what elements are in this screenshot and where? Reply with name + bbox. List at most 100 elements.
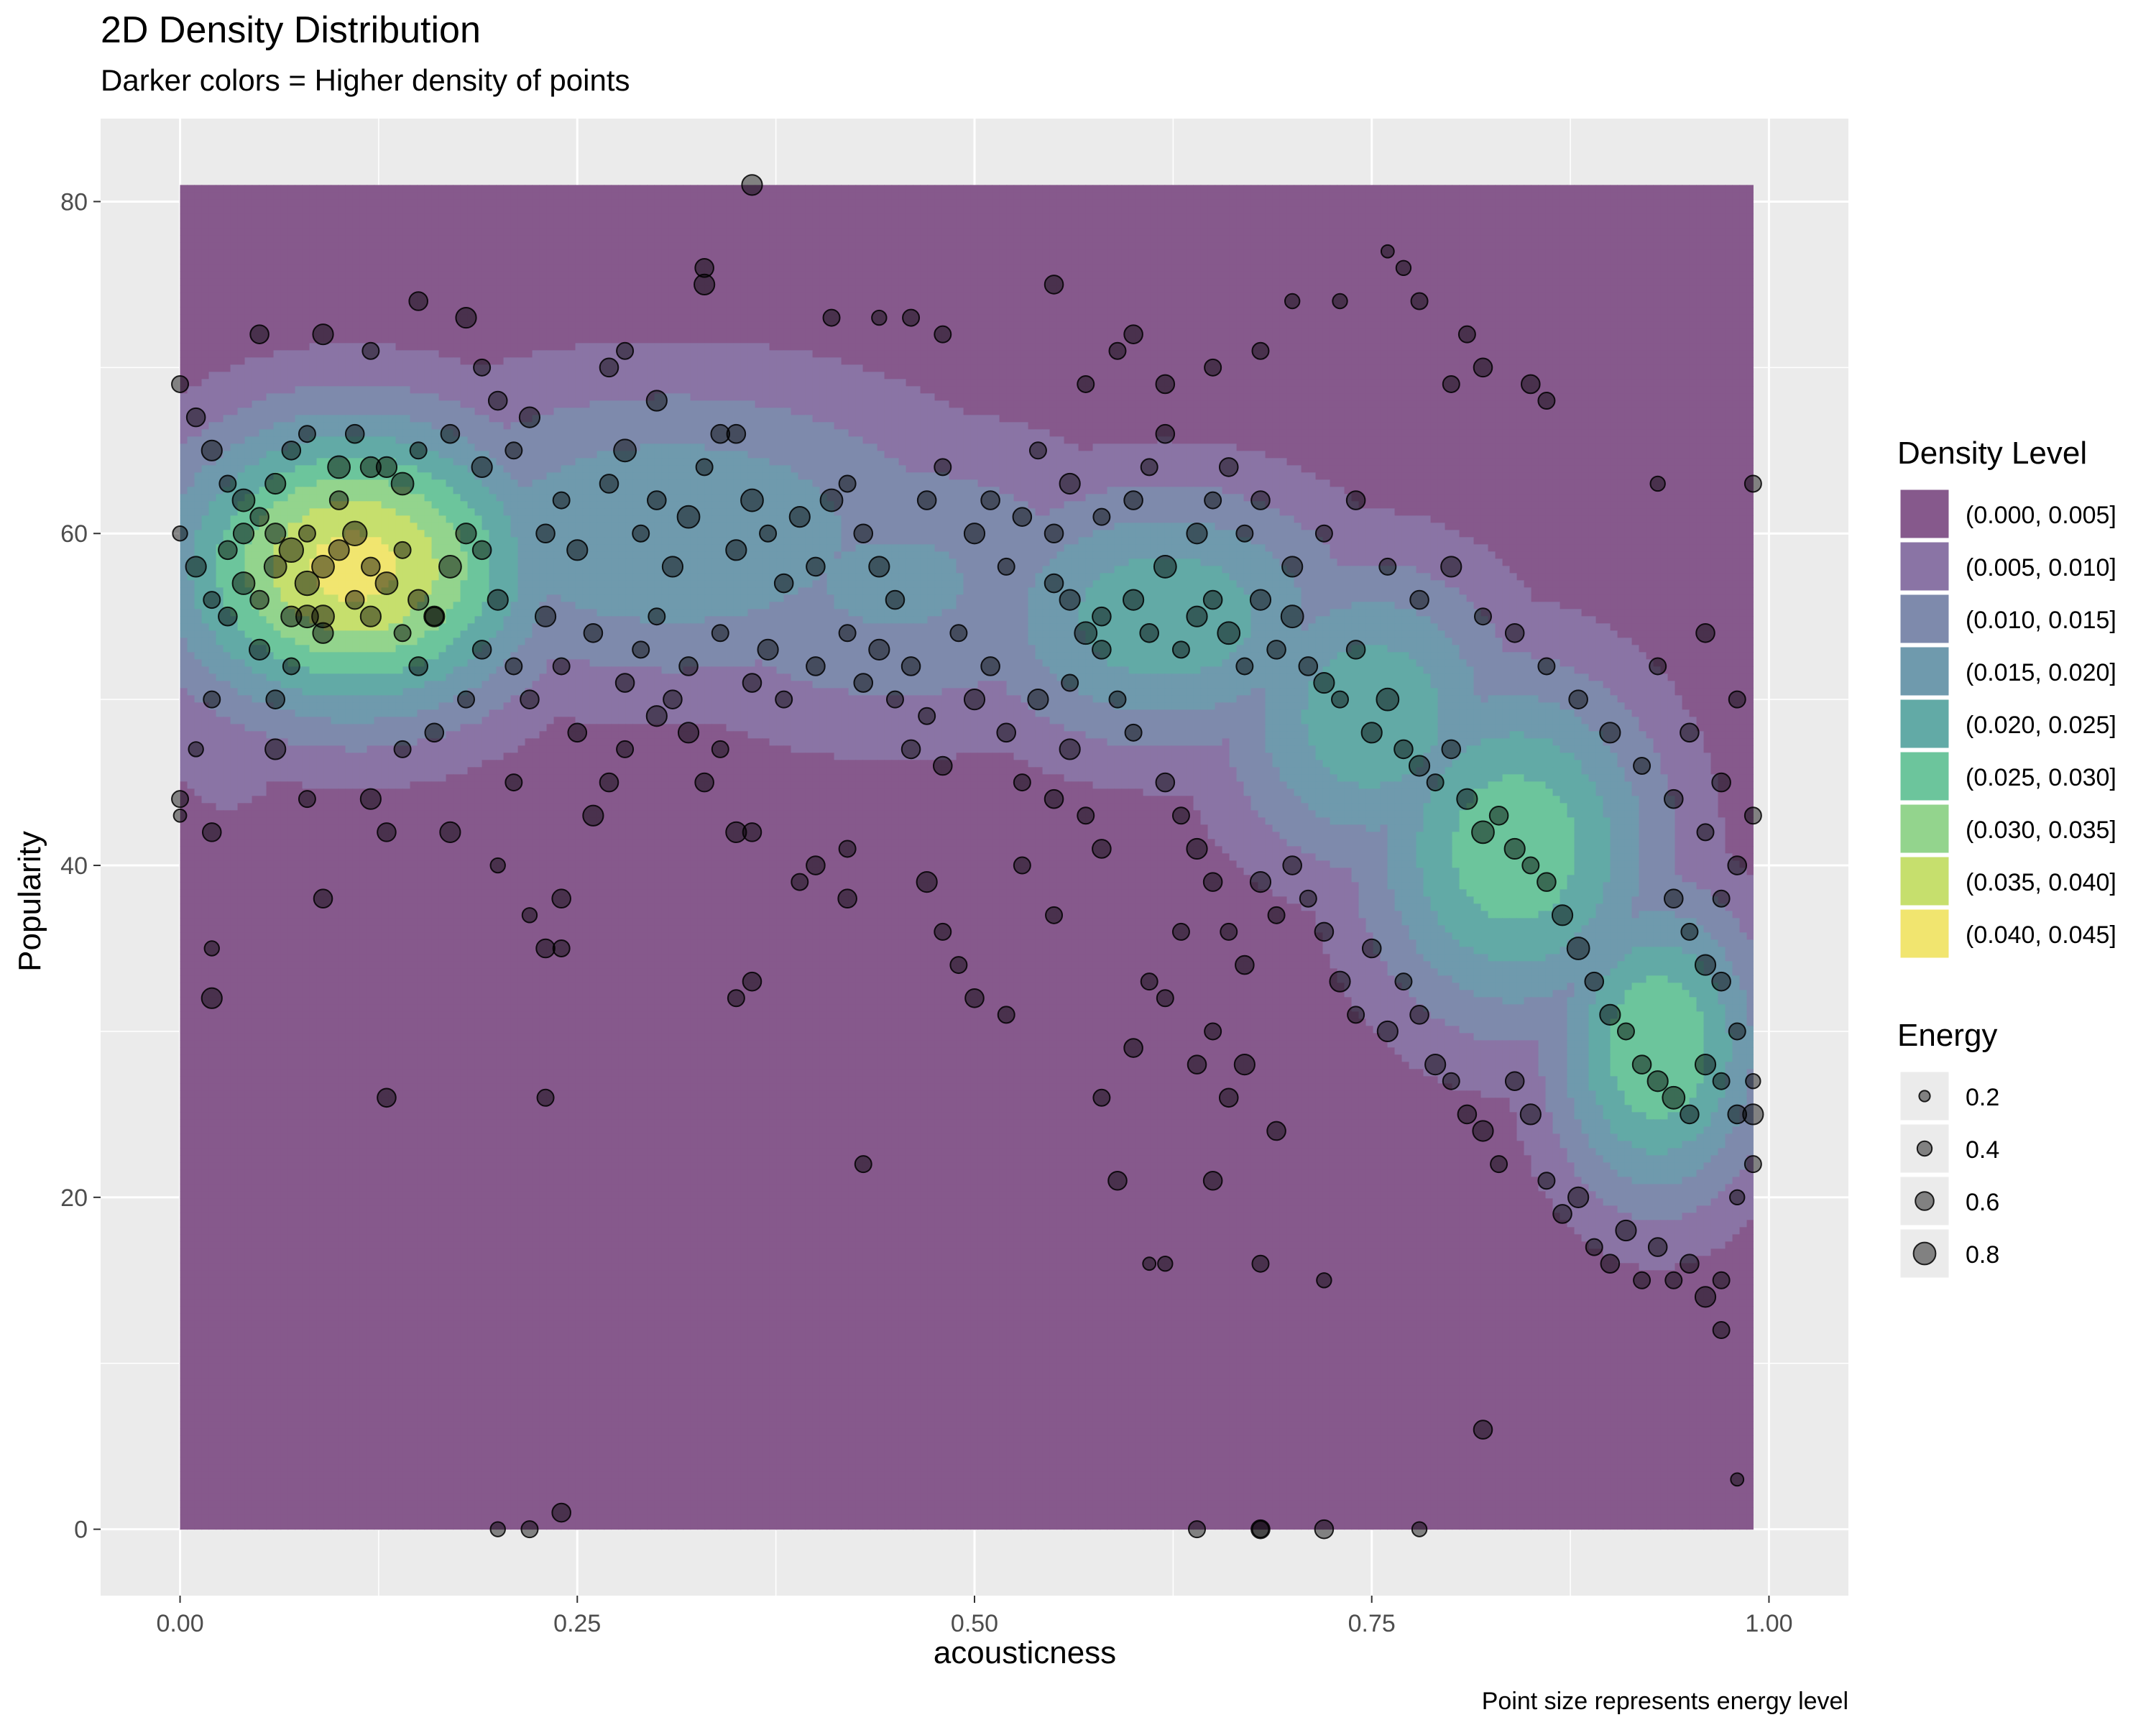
density-cell [1179, 199, 1187, 207]
density-cell [554, 249, 562, 257]
density-cell [1215, 228, 1223, 236]
density-cell [1711, 192, 1719, 200]
density-cell [1100, 199, 1108, 207]
density-cell [1107, 221, 1115, 229]
density-cell [525, 242, 533, 250]
density-cell [1179, 206, 1187, 214]
density-cell [202, 221, 210, 229]
density-cell [1208, 192, 1216, 200]
density-cell [734, 228, 742, 236]
density-cell [612, 285, 619, 293]
density-cell [849, 278, 857, 286]
density-cell [1682, 264, 1690, 272]
density-cell [633, 257, 641, 264]
density-cell [734, 206, 742, 214]
density-cell [238, 213, 246, 221]
density-cell [1100, 206, 1108, 214]
density-cell [1747, 257, 1754, 264]
density-cell [1682, 278, 1690, 286]
density-cell [1431, 228, 1439, 236]
density-cell [180, 235, 188, 243]
density-cell [1316, 199, 1324, 207]
density-cell [1194, 264, 1202, 272]
density-cell [1697, 185, 1705, 193]
density-cell [525, 185, 533, 193]
density-cell [418, 185, 425, 193]
density-cell [1416, 185, 1424, 193]
density-cell [252, 278, 260, 286]
density-cell [425, 221, 433, 229]
density-cell [1337, 242, 1345, 250]
density-cell [698, 206, 706, 214]
density-cell [1194, 221, 1202, 229]
density-cell [396, 185, 404, 193]
density-cell [446, 271, 454, 279]
density-cell [1072, 228, 1079, 236]
density-cell [346, 278, 354, 286]
density-cell [1352, 221, 1360, 229]
density-cell [597, 249, 605, 257]
density-cell [511, 221, 519, 229]
density-cell [784, 192, 792, 200]
density-cell [978, 278, 986, 286]
density-cell [906, 257, 914, 264]
density-cell [1057, 213, 1065, 221]
density-cell [1618, 271, 1626, 279]
density-cell [1690, 271, 1697, 279]
density-cell [1452, 228, 1460, 236]
density-cell [1675, 242, 1683, 250]
density-cell [353, 257, 361, 264]
density-cell [1115, 242, 1123, 250]
density-cell [1337, 192, 1345, 200]
density-cell [374, 185, 382, 193]
density-cell [1445, 271, 1453, 279]
density-cell [626, 235, 634, 243]
density-cell [748, 278, 756, 286]
density-cell [1036, 192, 1044, 200]
density-cell [245, 271, 253, 279]
density-cell [497, 199, 505, 207]
density-cell [482, 221, 490, 229]
density-cell [425, 278, 433, 286]
density-cell [554, 235, 562, 243]
density-cell [1294, 192, 1302, 200]
density-cell [1244, 257, 1252, 264]
density-cell [202, 192, 210, 200]
density-cell [511, 278, 519, 286]
density-cell [1237, 278, 1245, 286]
density-cell [324, 206, 332, 214]
density-cell [1654, 213, 1662, 221]
density-cell [180, 185, 188, 193]
density-cell [576, 228, 584, 236]
density-cell [1151, 192, 1158, 200]
density-cell [1445, 185, 1453, 193]
density-cell [942, 285, 950, 293]
density-cell [1524, 271, 1532, 279]
density-cell [576, 213, 584, 221]
density-cell [1072, 199, 1079, 207]
density-cell [360, 206, 368, 214]
density-cell [382, 264, 390, 272]
density-cell [935, 228, 943, 236]
density-cell [1467, 242, 1475, 250]
density-cell [1546, 249, 1554, 257]
density-cell [1302, 271, 1309, 279]
density-cell [1517, 242, 1525, 250]
density-cell [1675, 221, 1683, 229]
density-cell [353, 235, 361, 243]
density-cell [870, 242, 878, 250]
density-cell [1251, 278, 1259, 286]
density-cell [1481, 228, 1489, 236]
density-cell [1632, 213, 1640, 221]
density-cell [877, 185, 885, 193]
density-cell [1352, 242, 1360, 250]
density-cell [1625, 242, 1633, 250]
density-cell [1747, 192, 1754, 200]
density-cell [849, 235, 857, 243]
density-cell [1222, 213, 1230, 221]
density-cell [669, 264, 677, 272]
density-cell [1215, 206, 1223, 214]
density-cell [1726, 221, 1733, 229]
density-cell [992, 249, 1000, 257]
density-cell [1179, 257, 1187, 264]
